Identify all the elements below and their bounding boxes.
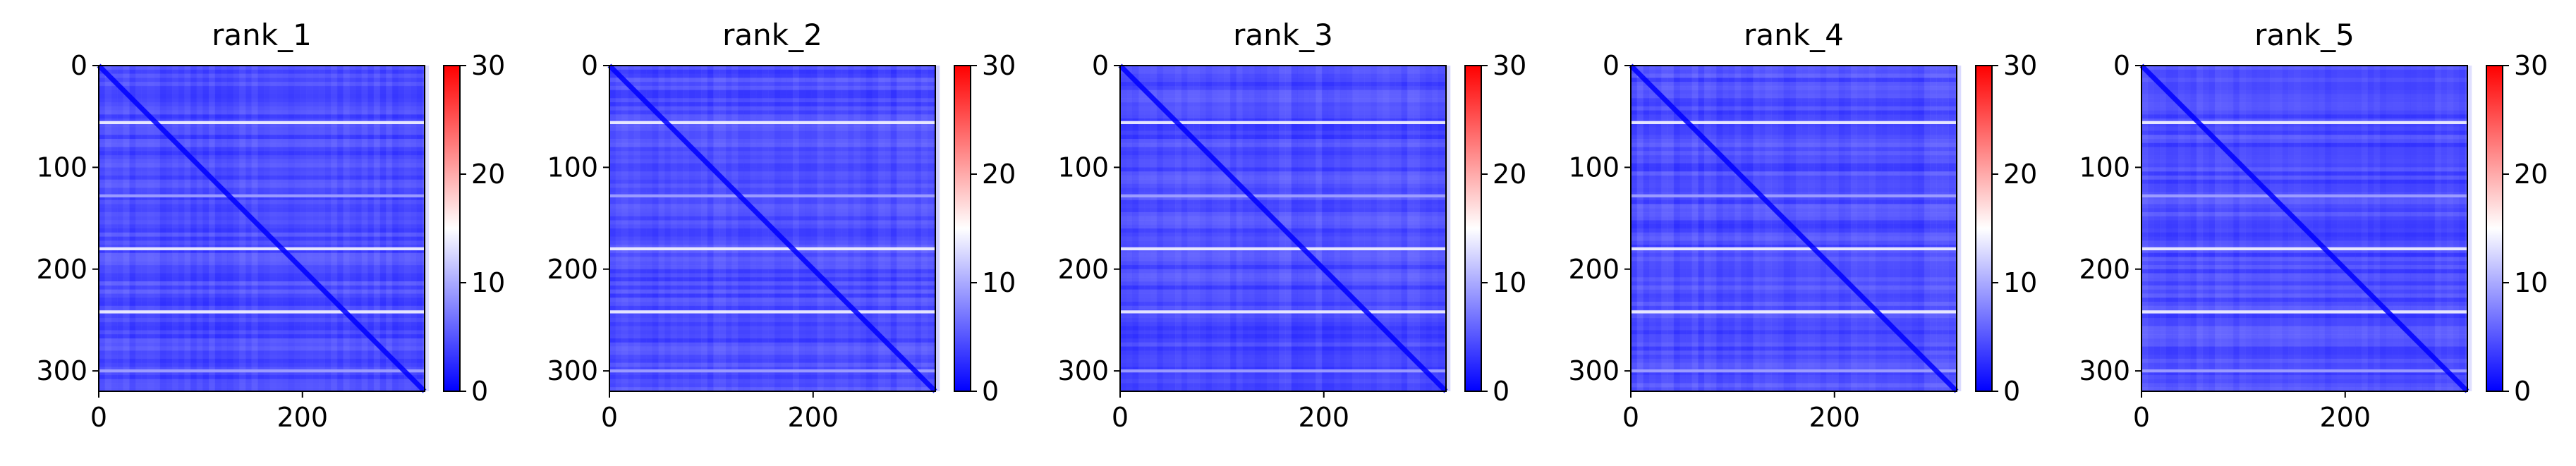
colorbar-tick-label: 10 <box>982 267 1016 298</box>
colorbar-gradient <box>954 66 971 391</box>
heatmap-matrix <box>1118 63 1451 393</box>
x-tick-label: 200 <box>2319 402 2371 433</box>
heatmap-frame <box>98 65 425 392</box>
y-tick-label: 100 <box>1568 152 1620 183</box>
colorbar-tick-label: 30 <box>1493 50 1526 81</box>
x-tick-label: 0 <box>2133 402 2150 433</box>
colorbar: 0 10 20 30 <box>443 50 505 407</box>
heatmap-matrix <box>607 63 940 393</box>
colorbar-tick-label: 20 <box>1493 159 1526 190</box>
heatmap-frame <box>1119 65 1447 392</box>
heatmap-frame <box>609 65 936 392</box>
y-tick-label: 0 <box>2113 50 2130 81</box>
colorbar-frame <box>954 65 971 392</box>
colorbar-tick-label: 10 <box>2003 267 2037 298</box>
colorbar: 0 10 20 30 <box>2486 50 2548 407</box>
x-tick-label: 0 <box>1622 402 1639 433</box>
y-tick-label: 0 <box>1603 50 1620 81</box>
heatmap-matrix <box>97 63 430 393</box>
y-tick-label: 200 <box>547 254 598 285</box>
colorbar-frame <box>1464 65 1482 392</box>
x-tick-label: 200 <box>1809 402 1860 433</box>
x-tick-label: 200 <box>787 402 839 433</box>
y-tick-label: 0 <box>71 50 87 81</box>
y-tick-label: 300 <box>2079 355 2130 386</box>
colorbar-tick-label: 20 <box>471 159 505 190</box>
colorbar-tick-label: 0 <box>982 376 999 407</box>
colorbar-frame <box>443 65 461 392</box>
heatmap-frame <box>2141 65 2468 392</box>
heatmap-title: rank_5 <box>2254 18 2355 52</box>
y-tick-label: 100 <box>1057 152 1109 183</box>
colorbar-tick-label: 20 <box>2003 159 2037 190</box>
y-tick-label: 200 <box>36 254 87 285</box>
heatmap-frame <box>1630 65 1957 392</box>
colorbar-tick-label: 10 <box>471 267 505 298</box>
colorbar-tick-label: 30 <box>2003 50 2037 81</box>
colorbar-tick-label: 30 <box>982 50 1016 81</box>
y-tick-label: 300 <box>1568 355 1620 386</box>
colorbar-gradient <box>1465 66 1481 391</box>
y-tick-label: 300 <box>36 355 87 386</box>
colorbar-tick-label: 30 <box>471 50 505 81</box>
colorbar-tick-label: 0 <box>2003 376 2020 407</box>
colorbar-tick-label: 0 <box>1493 376 1509 407</box>
heatmap-title: rank_3 <box>1233 18 1333 52</box>
x-tick-label: 0 <box>90 402 107 433</box>
heatmap-title: rank_4 <box>1744 18 1844 52</box>
y-tick-label: 300 <box>1057 355 1109 386</box>
x-tick-label: 0 <box>601 402 618 433</box>
colorbar: 0 10 20 30 <box>1975 50 2037 407</box>
heatmap-title: rank_2 <box>722 18 822 52</box>
y-tick-label: 100 <box>2079 152 2130 183</box>
heatmap-matrix <box>2139 63 2472 393</box>
y-tick-label: 300 <box>547 355 598 386</box>
colorbar-frame <box>1975 65 1993 392</box>
colorbar-tick-label: 10 <box>2514 267 2548 298</box>
colorbar-tick-label: 0 <box>471 376 488 407</box>
colorbar-gradient <box>1976 66 1992 391</box>
colorbar-gradient <box>444 66 460 391</box>
x-tick-label: 0 <box>1112 402 1129 433</box>
x-tick-label: 200 <box>277 402 328 433</box>
colorbar-gradient <box>2486 66 2503 391</box>
heatmap-title: rank_1 <box>212 18 312 52</box>
y-tick-label: 200 <box>1568 254 1620 285</box>
y-tick-label: 0 <box>581 50 598 81</box>
y-tick-label: 100 <box>36 152 87 183</box>
colorbar: 0 10 20 30 <box>1464 50 1526 407</box>
colorbar-tick-label: 0 <box>2514 376 2531 407</box>
x-tick-label: 200 <box>1298 402 1349 433</box>
y-tick-label: 0 <box>1092 50 1109 81</box>
colorbar-tick-label: 10 <box>1493 267 1526 298</box>
y-tick-label: 200 <box>2079 254 2130 285</box>
y-tick-label: 200 <box>1057 254 1109 285</box>
colorbar: 0 10 20 30 <box>954 50 1016 407</box>
y-tick-label: 100 <box>547 152 598 183</box>
colorbar-frame <box>2486 65 2503 392</box>
colorbar-tick-label: 20 <box>982 159 1016 190</box>
heatmap-matrix <box>1629 63 1962 393</box>
colorbar-tick-label: 20 <box>2514 159 2548 190</box>
colorbar-tick-label: 30 <box>2514 50 2548 81</box>
